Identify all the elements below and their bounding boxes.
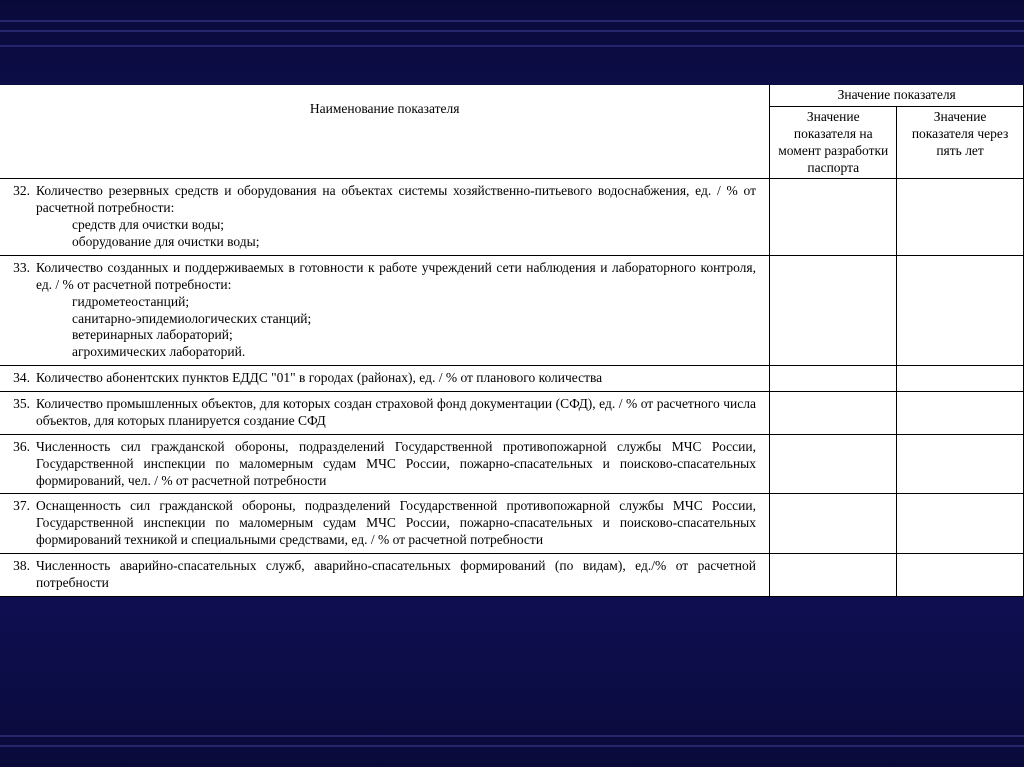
indicator-name-cell: 36. Численность сил гражданской обороны, … [0, 434, 770, 494]
value-future-cell [897, 434, 1024, 494]
row-number: 34. [2, 370, 30, 387]
value-now-cell [770, 434, 897, 494]
indicator-name-cell: 35. Количество промышленных объектов, для… [0, 392, 770, 435]
value-now-cell [770, 366, 897, 392]
row-number: 38. [2, 558, 30, 575]
value-now-cell [770, 179, 897, 256]
row-subitem: средств для очистки воды; [2, 217, 763, 234]
value-future-cell [897, 179, 1024, 256]
row-text: Количество созданных и поддерживаемых в … [36, 260, 756, 294]
row-number: 32. [2, 183, 30, 200]
row-subitem: оборудование для очистки воды; [2, 234, 763, 251]
indicator-name-cell: 34. Количество абонентских пунктов ЕДДС "… [0, 366, 770, 392]
value-future-cell [897, 554, 1024, 597]
value-future-cell [897, 494, 1024, 554]
indicator-name-cell: 33. Количество созданных и поддерживаемых… [0, 255, 770, 365]
row-text: Количество промышленных объектов, для ко… [36, 396, 756, 430]
row-text: Численность сил гражданской обороны, под… [36, 439, 756, 490]
value-now-cell [770, 392, 897, 435]
row-subitem: гидрометеостанций; [2, 294, 763, 311]
indicator-name-cell: 37. Оснащенность сил гражданской обороны,… [0, 494, 770, 554]
row-text: Численность аварийно-спасательных служб,… [36, 558, 756, 592]
value-now-cell [770, 494, 897, 554]
row-number: 37. [2, 498, 30, 515]
table-row: 37. Оснащенность сил гражданской обороны,… [0, 494, 1024, 554]
row-text: Количество абонентских пунктов ЕДДС "01"… [36, 370, 756, 387]
row-subitem: агрохимических лабораторий. [2, 344, 763, 361]
table-row: 35. Количество промышленных объектов, для… [0, 392, 1024, 435]
value-now-cell [770, 255, 897, 365]
value-future-cell [897, 255, 1024, 365]
table-row: 32. Количество резервных средств и оборуд… [0, 179, 1024, 256]
header-col2: Значение показателя через пять лет [897, 106, 1024, 179]
table-row: 33. Количество созданных и поддерживаемых… [0, 255, 1024, 365]
indicator-name-cell: 38. Численность аварийно-спасательных слу… [0, 554, 770, 597]
indicators-table: Наименование показателя Значение показат… [0, 85, 1024, 597]
indicator-name-cell: 32. Количество резервных средств и оборуд… [0, 179, 770, 256]
row-number: 35. [2, 396, 30, 413]
row-number: 36. [2, 439, 30, 456]
table-row: 34. Количество абонентских пунктов ЕДДС "… [0, 366, 1024, 392]
row-subitem: санитарно-эпидемиологических станций; [2, 311, 763, 328]
document-page: Наименование показателя Значение показат… [0, 85, 1024, 597]
value-now-cell [770, 554, 897, 597]
header-col1: Значение показателя на момент разработки… [770, 106, 897, 179]
header-group: Значение показателя [770, 85, 1024, 106]
value-future-cell [897, 366, 1024, 392]
row-text: Количество резервных средств и оборудова… [36, 183, 756, 217]
value-future-cell [897, 392, 1024, 435]
table-row: 38. Численность аварийно-спасательных слу… [0, 554, 1024, 597]
header-name: Наименование показателя [0, 85, 770, 179]
row-subitem: ветеринарных лабораторий; [2, 327, 763, 344]
row-text: Оснащенность сил гражданской обороны, по… [36, 498, 756, 549]
table-row: 36. Численность сил гражданской обороны, … [0, 434, 1024, 494]
row-number: 33. [2, 260, 30, 277]
